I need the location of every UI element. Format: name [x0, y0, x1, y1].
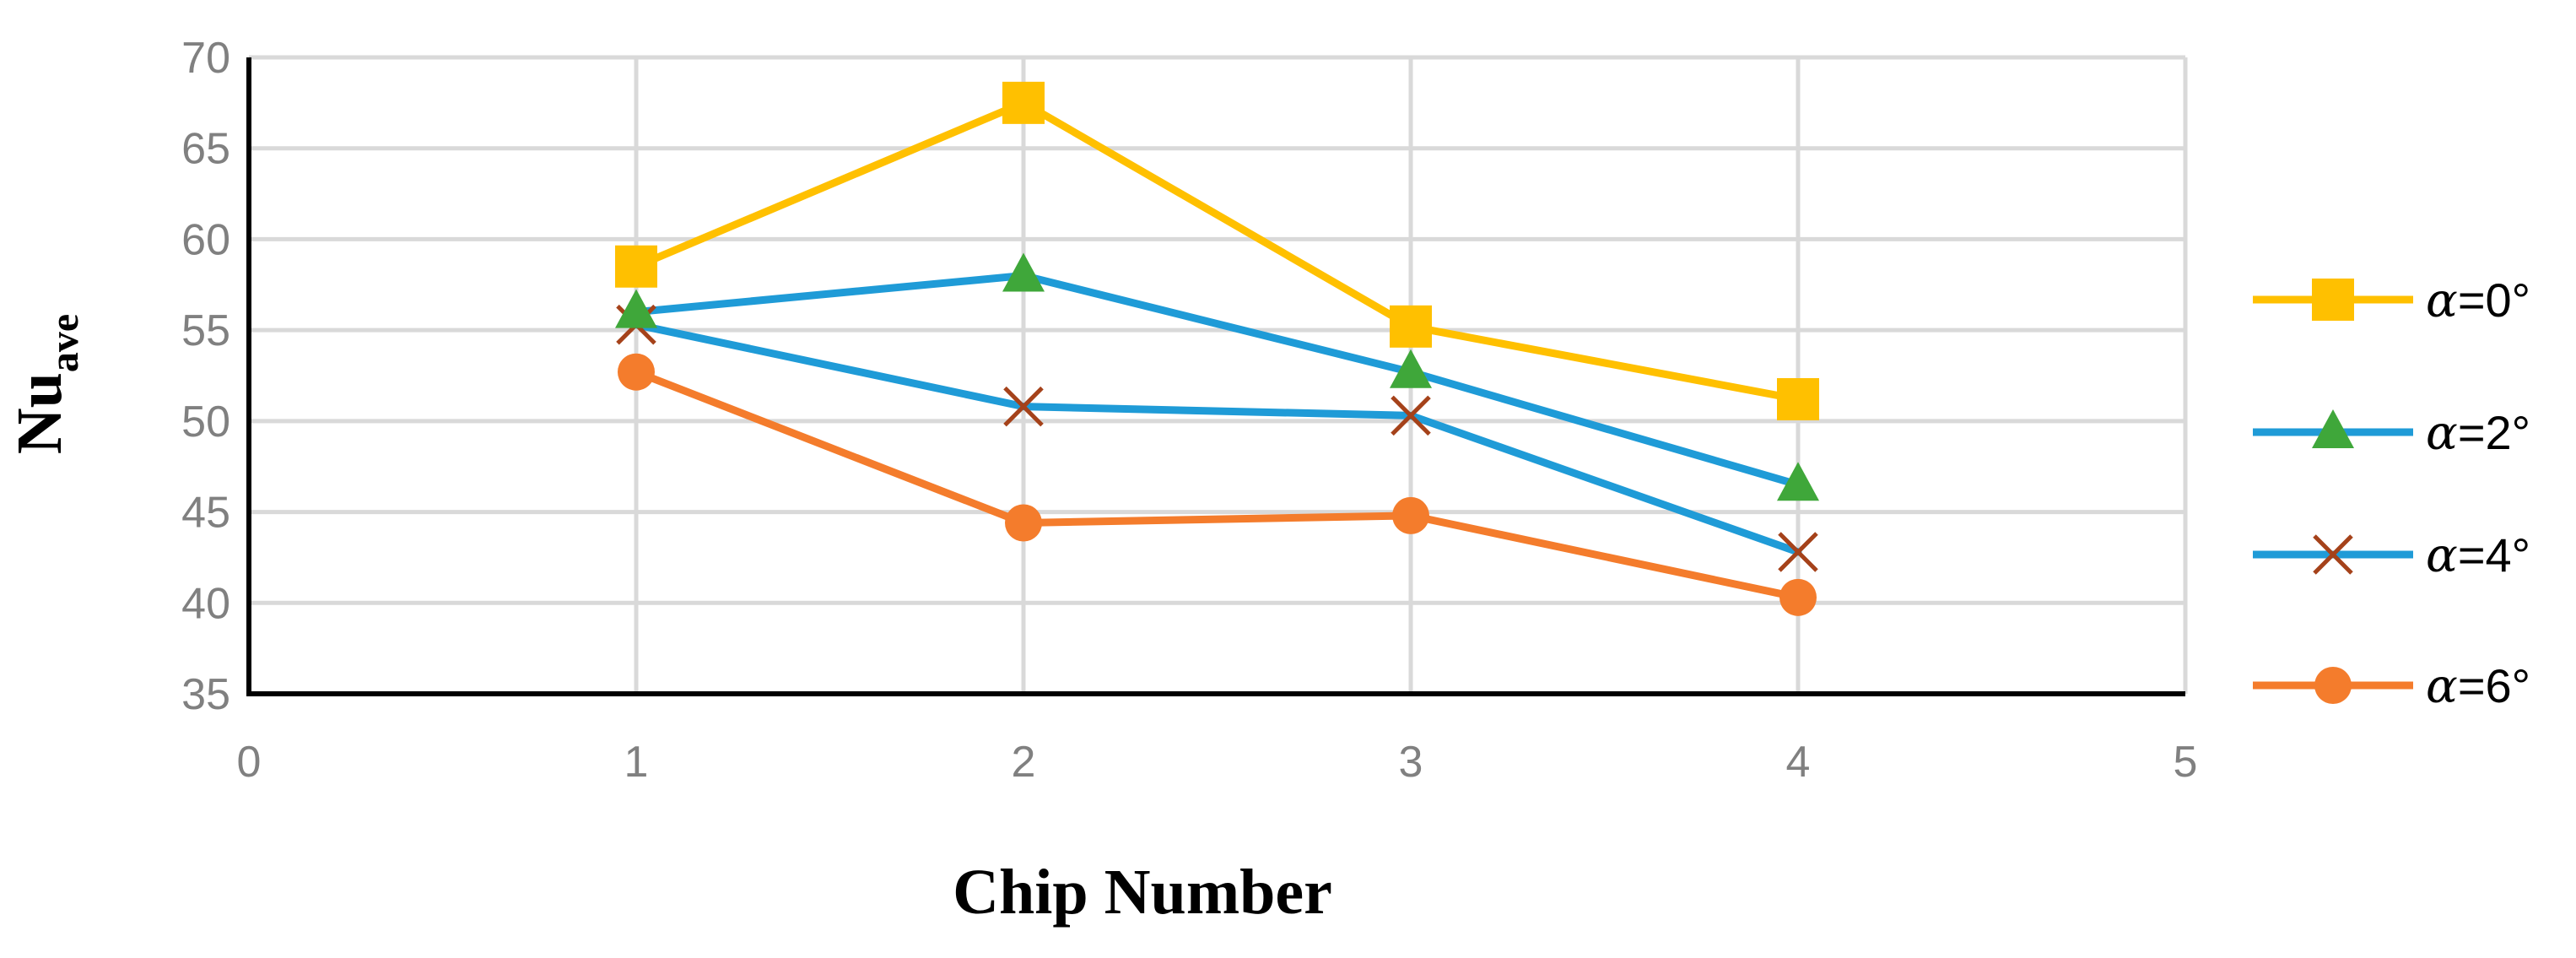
- x-tick-label: 1: [624, 738, 649, 787]
- axes: [246, 57, 2185, 696]
- data-point: [1777, 462, 1819, 501]
- legend-label: α=4°: [2426, 528, 2530, 583]
- series-line: [632, 99, 1802, 403]
- y-tick-label: 65: [181, 125, 230, 174]
- y-axis-title-subscript: ave: [42, 314, 87, 372]
- data-point: [1777, 378, 1819, 421]
- legend-item: α=6°: [2253, 659, 2530, 714]
- data-point: [1391, 395, 1431, 436]
- legend-marker: [2312, 409, 2354, 448]
- x-tick-label: 3: [1399, 738, 1423, 787]
- data-point: [1002, 252, 1045, 292]
- y-tick-label: 35: [181, 670, 230, 719]
- data-point: [1390, 305, 1432, 348]
- y-tick-label: 60: [181, 215, 230, 264]
- data-point: [1390, 349, 1432, 388]
- data-series: [615, 81, 1819, 616]
- y-axis-title-main: Nu: [4, 372, 75, 454]
- x-tick-label: 4: [1786, 738, 1811, 787]
- legend-marker: [2312, 279, 2354, 321]
- legend-marker: [2314, 667, 2352, 704]
- legend-marker: [2313, 534, 2353, 575]
- y-tick-label: 50: [181, 398, 230, 447]
- y-axis-title: Nuave: [4, 314, 87, 454]
- legend-label: α=6°: [2426, 659, 2530, 714]
- grid-lines: [249, 55, 2188, 694]
- x-tick-label: 2: [1012, 738, 1036, 787]
- y-tick-label: 40: [181, 579, 230, 628]
- data-point: [618, 353, 655, 391]
- legend-item: α=2°: [2253, 406, 2530, 461]
- data-point: [1005, 504, 1042, 542]
- legend-label: α=2°: [2426, 406, 2530, 461]
- y-tick-label: 55: [181, 306, 230, 355]
- series-line: [632, 368, 1802, 602]
- x-tick-label: 0: [237, 738, 262, 787]
- data-point: [615, 289, 657, 328]
- legend: α=0° α=2° α=4° α=6°: [2253, 273, 2530, 714]
- data-point: [1392, 496, 1429, 534]
- series-line: [632, 321, 1802, 556]
- data-point: [1002, 81, 1045, 124]
- svg-text:Nuave: Nuave: [4, 314, 87, 454]
- x-axis-title: Chip Number: [953, 857, 1332, 928]
- legend-label: α=0°: [2426, 273, 2530, 328]
- data-point: [1778, 532, 1818, 572]
- legend-item: α=4°: [2253, 528, 2530, 583]
- y-tick-label: 45: [181, 489, 230, 538]
- legend-item: α=0°: [2253, 273, 2530, 328]
- data-point: [1779, 578, 1817, 616]
- data-point: [1003, 386, 1044, 427]
- x-tick-label: 5: [2174, 738, 2198, 787]
- series-line: [632, 272, 1802, 489]
- y-tick-label: 70: [181, 34, 230, 83]
- data-point: [615, 245, 657, 288]
